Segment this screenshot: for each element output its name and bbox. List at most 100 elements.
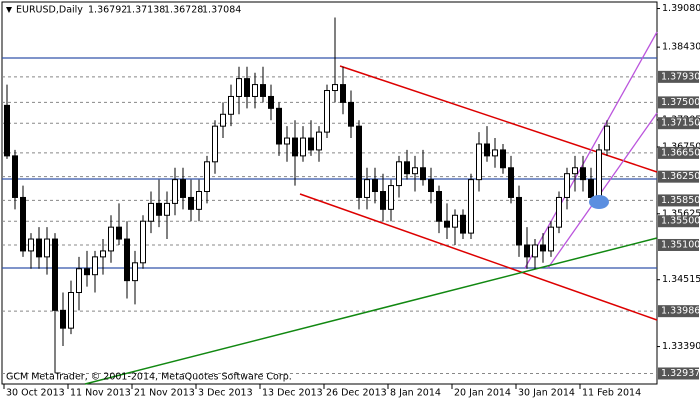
candle-body [572, 167, 578, 175]
candle-body [124, 238, 130, 282]
candle-body [180, 179, 186, 198]
y-tick-label: 1.35625 [662, 208, 700, 219]
candle-body [276, 107, 282, 145]
marker-ellipse [589, 195, 609, 209]
candle-body [100, 250, 106, 258]
candle-body [76, 268, 82, 294]
level-label: 1.35850 [661, 195, 700, 206]
candle-body [356, 125, 362, 198]
candle-body [548, 226, 554, 252]
level-label: 1.33986 [661, 306, 700, 317]
x-tick-label: 8 Jan 2014 [390, 388, 441, 399]
level-label: 1.32937 [661, 368, 700, 379]
level-box [658, 215, 699, 228]
candle-body [444, 220, 450, 228]
candle-body [252, 84, 258, 97]
level-label: 1.36250 [661, 171, 700, 182]
candle-body [308, 137, 314, 151]
candle-body [52, 238, 58, 311]
candle-body [380, 191, 386, 210]
candle-body [540, 244, 546, 252]
candle-body [532, 244, 538, 258]
candle-body [556, 196, 562, 228]
candle-body [260, 84, 266, 97]
level-box [658, 238, 699, 251]
x-tick-label: 21 Nov 2013 [134, 388, 195, 399]
menu-icon [6, 7, 12, 13]
y-tick-label: 1.38430 [662, 42, 700, 53]
trend-line [84, 237, 658, 385]
candle-body [476, 143, 482, 181]
candle-body [164, 202, 170, 216]
level-box [658, 70, 699, 83]
candle-body [516, 196, 522, 246]
candle-body [68, 292, 74, 329]
candle-body [324, 90, 330, 133]
x-tick-label: 20 Jan 2014 [454, 388, 511, 399]
level-label: 1.37500 [661, 97, 700, 108]
candle-body [332, 84, 338, 92]
ohlc-value: 1.36728 [164, 5, 203, 16]
level-label: 1.36650 [661, 147, 700, 158]
level-box [658, 194, 699, 207]
candle-body [188, 196, 194, 210]
candle-body [4, 104, 10, 157]
candle-body [492, 149, 498, 157]
candle-body [44, 238, 50, 258]
y-tick-label: 1.33390 [662, 341, 700, 352]
level-box [658, 146, 699, 159]
x-tick-label: 11 Feb 2014 [582, 388, 641, 399]
channel-line [547, 112, 658, 269]
candle-body [348, 101, 354, 127]
candle-body [404, 161, 410, 175]
channel-line [299, 193, 658, 321]
candle-body [140, 220, 146, 264]
candle-body [484, 143, 490, 157]
candle-body [604, 125, 610, 151]
candle-body [564, 173, 570, 198]
candle-body [220, 113, 226, 127]
candle-body [84, 268, 90, 276]
candle-body [580, 167, 586, 181]
level-label: 1.35500 [661, 216, 700, 227]
candle-body [212, 125, 218, 163]
candle-body [524, 244, 530, 258]
candle-body [204, 161, 210, 193]
candle-body [284, 137, 290, 145]
candle-body [12, 155, 18, 198]
ohlc-value: 1.36792 [88, 5, 127, 16]
candle-body [588, 179, 594, 198]
symbol: EURUSD,Daily [16, 5, 83, 16]
candle-body [316, 131, 322, 151]
ohlc-value: 1.37084 [202, 5, 241, 16]
candle-body [468, 179, 474, 234]
candle-body [244, 78, 250, 97]
level-box [658, 367, 699, 380]
candles [4, 17, 610, 373]
candle-body [596, 149, 602, 198]
plot-frame [1, 1, 658, 385]
candle-body [396, 161, 402, 187]
candle-body [412, 167, 418, 175]
candle-body [148, 202, 154, 222]
candle-body [20, 196, 26, 252]
candle-body [268, 95, 274, 109]
candle-body [372, 179, 378, 193]
channel-line [524, 31, 658, 269]
x-tick-label: 26 Dec 2013 [326, 388, 387, 399]
candle-body [28, 238, 34, 252]
candle-body [228, 95, 234, 115]
level-label: 1.37150 [661, 118, 700, 129]
watermark: GCM MetaTrader, © 2001-2014, MetaQuotes … [6, 372, 292, 383]
level-box [658, 96, 699, 109]
y-tick-label: 1.34515 [662, 274, 700, 285]
candle-body [508, 167, 514, 198]
candle-body [196, 191, 202, 210]
candle-body [420, 167, 426, 181]
x-tick-label: 13 Dec 2013 [262, 388, 323, 399]
level-label: 1.35100 [661, 239, 700, 250]
x-tick-label: 30 Oct 2013 [6, 388, 65, 399]
channel-line [339, 65, 658, 173]
candle-body [108, 226, 114, 252]
